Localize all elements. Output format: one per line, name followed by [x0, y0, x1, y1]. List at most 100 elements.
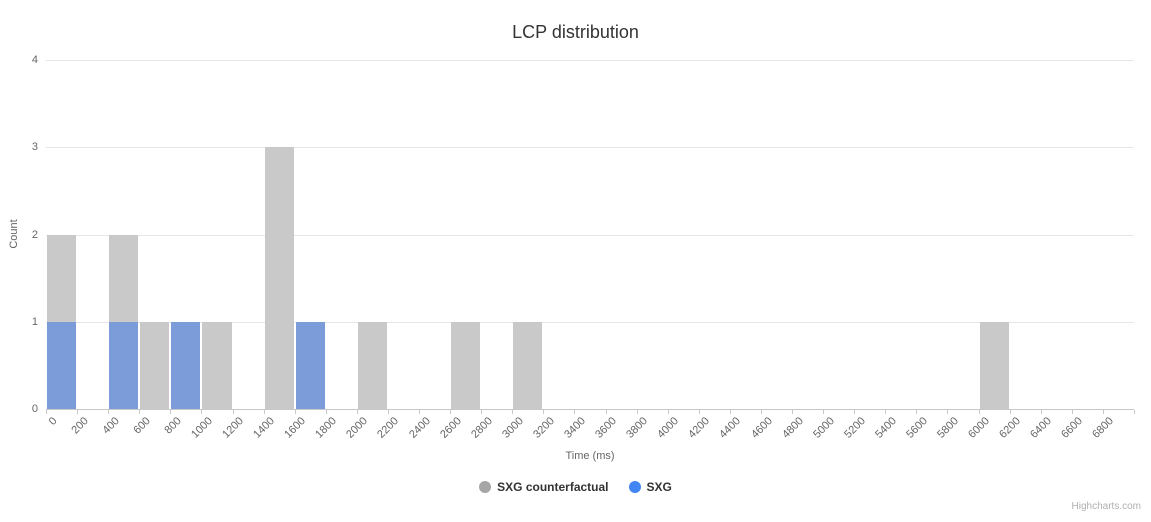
y-axis-tick-label: 2 — [31, 228, 38, 241]
x-axis-tick — [823, 410, 825, 414]
x-axis-tick — [854, 410, 856, 414]
x-axis-tick-label: 5600 — [904, 415, 930, 441]
x-axis-tick — [1134, 410, 1135, 414]
bar-sxg-counterfactual-600ms[interactable] — [140, 321, 170, 409]
bar-sxg-1600ms[interactable] — [295, 321, 325, 409]
x-axis-tick — [978, 410, 980, 414]
legend: SXG counterfactual SXG — [0, 480, 1151, 494]
x-axis-tick — [419, 410, 421, 414]
x-axis-tick-label: 4400 — [717, 415, 744, 441]
x-axis-tick-label: 2800 — [468, 415, 495, 441]
bar-sxg-counterfactual-1400ms[interactable] — [264, 147, 294, 409]
legend-item-sxg-counterfactual[interactable]: SXG counterfactual — [479, 480, 609, 494]
x-axis-tick — [792, 410, 794, 414]
x-axis-tick-label: 2400 — [406, 415, 433, 441]
x-axis-tick-label: 0 — [46, 415, 60, 428]
legend-marker-circle-icon — [628, 481, 641, 493]
x-axis-tick-label: 3800 — [624, 415, 651, 441]
x-axis-tick-label: 6600 — [1059, 415, 1086, 441]
x-axis-tick — [760, 410, 762, 414]
highcharts-credits-link[interactable]: Highcharts.com — [1071, 501, 1141, 512]
y-gridline — [46, 147, 1134, 149]
x-axis-tick — [1040, 410, 1042, 414]
x-axis-tick — [356, 410, 358, 414]
x-axis-title: Time (ms) — [565, 450, 615, 462]
x-axis-tick-label: 2600 — [437, 415, 464, 441]
x-axis-tick-label: 5000 — [810, 415, 837, 441]
x-axis-tick-label: 3000 — [499, 415, 526, 441]
bar-sxg-0ms[interactable] — [47, 321, 77, 409]
x-axis-tick — [698, 410, 700, 414]
plot-area — [46, 60, 1135, 414]
x-axis-tick-label: 5800 — [935, 415, 961, 441]
x-axis-tick-label: 6800 — [1090, 415, 1117, 441]
x-axis-tick — [916, 410, 918, 414]
x-axis-tick — [574, 410, 576, 414]
x-axis-tick — [201, 410, 203, 414]
bar-sxg-counterfactual-3000ms[interactable] — [513, 321, 543, 409]
bar-sxg-400ms[interactable] — [109, 321, 139, 409]
x-axis-tick-label: 1800 — [313, 415, 340, 441]
x-axis-tick — [450, 410, 452, 414]
bar-sxg-counterfactual-2600ms[interactable] — [451, 321, 481, 409]
x-axis-tick — [729, 410, 731, 414]
x-axis-tick-label: 1400 — [251, 415, 278, 441]
x-axis-tick — [77, 410, 79, 414]
x-axis-tick — [636, 410, 638, 414]
x-axis-tick-label: 6000 — [966, 415, 993, 441]
y-axis-tick-label: 0 — [31, 403, 38, 415]
x-axis-tick — [294, 410, 296, 414]
x-axis-tick-label: 5400 — [873, 415, 899, 441]
x-axis-tick-label: 200 — [69, 415, 91, 437]
y-gridline — [46, 60, 1134, 61]
x-axis-tick — [325, 410, 327, 414]
x-axis-tick — [885, 410, 887, 414]
x-axis-tick — [1102, 410, 1104, 414]
y-axis-tick-label: 4 — [31, 54, 38, 66]
x-axis-tick — [543, 410, 545, 414]
x-axis-tick-label: 800 — [162, 415, 184, 437]
x-axis-tick-label: 4800 — [779, 415, 806, 441]
legend-item-sxg[interactable]: SXG — [628, 480, 672, 494]
x-axis-tick-label: 1200 — [220, 415, 247, 441]
x-axis-tick — [1009, 410, 1011, 414]
bar-sxg-counterfactual-1000ms[interactable] — [202, 321, 232, 409]
x-axis-tick — [605, 410, 607, 414]
x-axis-tick-label: 4600 — [748, 415, 775, 441]
x-axis-tick-label: 600 — [131, 415, 153, 437]
x-axis-tick — [667, 410, 669, 414]
bar-sxg-counterfactual-6000ms[interactable] — [979, 321, 1009, 409]
x-axis-tick-label: 4200 — [686, 415, 713, 441]
x-axis-tick — [1071, 410, 1073, 414]
x-axis-tick-label: 3200 — [531, 415, 557, 441]
bar-sxg-800ms[interactable] — [171, 321, 201, 409]
x-axis-tick-label: 3600 — [593, 415, 620, 441]
x-axis-tick — [387, 410, 389, 414]
y-axis-tick-label: 3 — [31, 141, 38, 154]
x-axis-tick-label: 1000 — [189, 415, 215, 441]
chart-title: LCP distribution — [512, 22, 639, 42]
x-axis-tick-label: 4000 — [655, 415, 682, 441]
x-axis-tick — [947, 410, 949, 414]
x-axis-tick-label: 400 — [100, 415, 122, 437]
x-axis-line — [46, 409, 1134, 410]
x-axis-tick-label: 5200 — [841, 415, 868, 441]
legend-marker-circle-icon — [479, 481, 492, 493]
x-axis-tick — [46, 410, 47, 414]
x-axis-tick-label: 6400 — [1028, 415, 1055, 441]
x-axis-tick-label: 3400 — [562, 415, 588, 441]
x-axis-tick-label: 1600 — [282, 415, 309, 441]
x-axis-tick — [108, 410, 110, 414]
y-axis-tick-label: 1 — [31, 315, 38, 328]
legend-label: SXG — [646, 480, 672, 494]
x-axis-tick — [139, 410, 141, 414]
x-axis-tick — [170, 410, 172, 414]
legend-label: SXG counterfactual — [497, 480, 609, 494]
x-axis-tick — [481, 410, 483, 414]
y-gridline — [46, 321, 1134, 323]
bar-sxg-counterfactual-2000ms[interactable] — [357, 321, 387, 409]
x-axis-tick — [232, 410, 234, 414]
x-axis-tick — [263, 410, 265, 414]
x-axis-tick-label: 2200 — [375, 415, 402, 441]
